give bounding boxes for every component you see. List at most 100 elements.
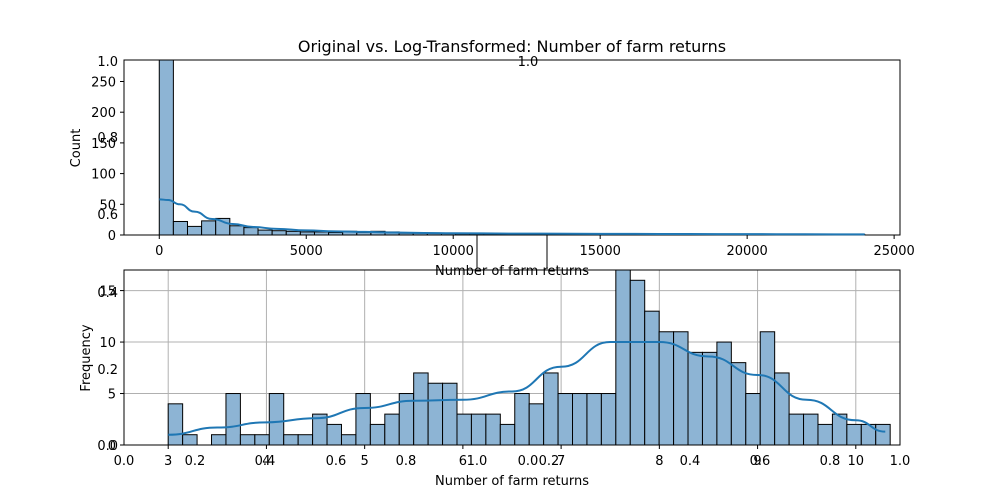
bottom-kde-line [168, 341, 886, 436]
histogram-bar [745, 393, 761, 446]
x-tick-label: 9 [753, 454, 761, 469]
bottom-plot-frame [123, 269, 901, 446]
histogram-bar [687, 351, 703, 446]
histogram-bar [514, 393, 530, 446]
top-y-axis-label: Count [69, 129, 84, 168]
y-tick-label: 10 [99, 336, 116, 351]
stray-x-tick-label: 0.6 [326, 454, 347, 469]
stray-tick-label: 1.0 [518, 55, 539, 70]
x-tick-label: 20000 [726, 244, 767, 259]
histogram-bar [201, 220, 217, 236]
histogram-bar [499, 423, 516, 446]
bottom-y-axis-label: Frequency [79, 324, 94, 391]
y-tick-label: 250 [91, 75, 116, 90]
y-tick-label: 100 [91, 168, 116, 183]
x-tick-label: 4 [262, 454, 270, 469]
x-tick-label: 7 [557, 454, 565, 469]
histogram-bar [572, 393, 588, 446]
stray-x-tick-label: 0.2 [185, 454, 206, 469]
top-x-ticks: 0 5000 10000 15000 20000 25000 [155, 235, 915, 259]
histogram-bar [875, 423, 891, 446]
histogram-bar [774, 372, 790, 446]
histogram-bar [413, 372, 429, 446]
histogram-bar [615, 269, 631, 446]
histogram-bar [268, 393, 285, 446]
x-tick-label: 3 [164, 454, 172, 469]
x-tick-label: 10 [848, 454, 865, 469]
y-tick-label: 0 [108, 439, 116, 454]
histogram-bar [485, 413, 501, 446]
histogram-bar [211, 434, 227, 446]
x-tick-label: 10000 [433, 244, 474, 259]
stray-y-tick-label: 0.0 [97, 439, 118, 454]
histogram-bar [442, 382, 458, 446]
bottom-y-ticks: 0 5 10 15 [99, 285, 124, 454]
top-stray-ticks: 0.6 0.8 1.0 1.0 [97, 55, 548, 268]
histogram-bar [355, 393, 371, 446]
stray-x-tick-label: 0.8 [820, 454, 841, 469]
histogram-bar [557, 393, 574, 446]
histogram-bar [239, 434, 256, 446]
histogram-bar [172, 220, 188, 236]
histogram-bar [600, 393, 617, 446]
stray-y-tick-label: 0.4 [97, 286, 118, 301]
top-x-axis-label: Number of farm returns [435, 264, 589, 279]
bottom-x-ticks: 3 4 5 6 7 8 9 10 [164, 445, 864, 469]
histogram-bar [369, 423, 386, 446]
stray-x-tick-label: 0.4 [255, 454, 276, 469]
stray-y-tick-label: 1.0 [97, 55, 118, 70]
histogram-bar [243, 227, 259, 236]
y-tick-label: 150 [91, 137, 116, 152]
histogram-bar [701, 351, 718, 446]
stray-x-tick-label: 1.0 [467, 454, 488, 469]
y-tick-label: 0 [108, 229, 116, 244]
histogram-bar [427, 382, 444, 446]
histogram-bar [644, 310, 660, 446]
top-histogram-panel: 0 5000 10000 15000 20000 25000 0 50 100 150 200 25… [69, 55, 915, 279]
bottom-x-axis-label: Number of farm returns [435, 474, 589, 489]
histogram-bar [470, 413, 487, 446]
histogram-bar [673, 331, 689, 446]
histogram-bar [543, 372, 559, 446]
y-tick-label: 200 [91, 106, 116, 121]
histogram-bar [340, 434, 357, 446]
histogram-bar [803, 413, 819, 446]
stray-x-tick-label: 0.8 [396, 454, 417, 469]
stray-y-tick-label: 0.8 [97, 131, 118, 146]
top-y-ticks: 0 50 100 150 200 250 [91, 75, 124, 244]
bottom-stray-ticks: 0.0 0.2 0.4 0.6 0.8 1.0 0.0 0.2 0.4 0.6 0.8 1.00.00… [97, 286, 910, 469]
histogram-bar [586, 393, 602, 446]
histogram-bar [186, 225, 203, 236]
bottom-bars [167, 269, 891, 446]
histogram-bar [846, 423, 862, 446]
histogram-bar [285, 230, 301, 236]
stray-x-tick-label: 0.2 [539, 454, 560, 469]
histogram-bar [629, 279, 646, 446]
histogram-bar [456, 413, 472, 446]
histogram-bar [271, 230, 287, 236]
stray-y-tick-label: 0.2 [97, 363, 118, 378]
histogram-bar [730, 362, 747, 446]
histogram-bar [182, 434, 198, 446]
histogram-bar [788, 413, 805, 446]
histogram-bar [817, 423, 833, 446]
histogram-bar [257, 229, 273, 236]
histogram-bar [158, 59, 174, 236]
x-tick-label: 6 [459, 454, 467, 469]
top-plot-frame [123, 59, 901, 236]
histogram-bar [328, 232, 344, 236]
x-tick-label: 15000 [580, 244, 621, 259]
x-tick-label: 5000 [290, 244, 323, 259]
histogram-bar [297, 434, 314, 446]
stray-y-tick-label: 0.6 [97, 208, 118, 223]
x-tick-label: 25000 [873, 244, 914, 259]
histogram-bar [326, 423, 342, 446]
top-bars [158, 59, 866, 236]
histogram-bar [384, 413, 400, 446]
stray-x-tick-label: 0.6 [750, 454, 771, 469]
histogram-bar [299, 231, 315, 236]
histogram-bar [225, 393, 241, 446]
histogram-bar [229, 225, 245, 236]
stray-x-tick-label: 0.0 [114, 454, 135, 469]
